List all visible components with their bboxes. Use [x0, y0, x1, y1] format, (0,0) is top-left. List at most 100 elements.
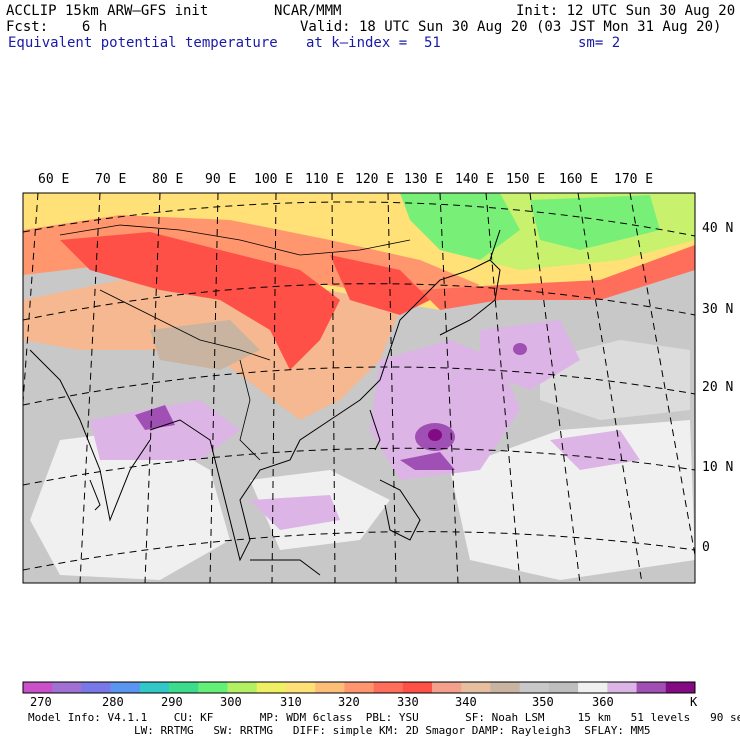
meridian-120e	[387, 193, 397, 583]
scale-label-300: 300	[220, 695, 242, 709]
color-swatch	[256, 682, 287, 693]
meridian-70e	[79, 193, 101, 583]
field-lilac-bay	[90, 400, 240, 460]
field-white-west	[30, 430, 230, 580]
lon-label-100e: 100 E	[254, 172, 294, 187]
color-swatch	[607, 682, 637, 693]
border-mongolia-china	[59, 224, 411, 256]
lat-label-0: 0	[702, 540, 710, 555]
typhoon-core	[428, 429, 442, 441]
lon-label-130e: 130 E	[404, 172, 444, 187]
scale-label-360: 360	[592, 695, 614, 709]
field-red-east	[330, 255, 430, 315]
coast-east-asia	[419, 229, 501, 301]
graticule	[23, 193, 695, 583]
color-swatch	[461, 682, 491, 693]
field-lilac-typhoon	[370, 340, 520, 480]
scale-label-350: 350	[532, 695, 554, 709]
color-swatch	[548, 682, 579, 693]
color-swatch	[198, 682, 228, 693]
field-red-tibet	[60, 232, 340, 370]
lon-label-60e: 60 E	[38, 172, 70, 187]
map-frame	[22, 192, 696, 584]
field-red-jet	[420, 245, 695, 310]
color-swatch	[344, 682, 374, 693]
meridian-140e	[485, 193, 521, 583]
map-panel	[23, 193, 695, 583]
scale-label-330: 330	[397, 695, 419, 709]
lat-label-30n: 30 N	[702, 302, 734, 317]
lon-label-170e: 170 E	[614, 172, 654, 187]
lon-label-110e: 110 E	[305, 172, 345, 187]
meridian-60e	[23, 193, 39, 409]
color-swatch	[110, 682, 141, 693]
coast-taiwan	[369, 409, 381, 451]
meridian-150e	[529, 193, 581, 583]
field-tan-plateau	[150, 320, 260, 370]
color-swatch	[52, 682, 82, 693]
meridian-130e	[439, 193, 459, 583]
color-scale-bar	[22, 681, 696, 694]
color-swatch	[139, 682, 170, 693]
coast-japan	[439, 259, 501, 336]
field-lilac-north	[480, 320, 580, 390]
smoothing-value: sm= 2	[578, 35, 621, 51]
color-swatch	[432, 682, 462, 693]
country-borders	[59, 224, 411, 461]
forecast-hour: Fcst: 6 h	[6, 19, 108, 35]
coast-borneo	[250, 559, 321, 576]
coast-se-asia	[149, 299, 421, 562]
field-lilac-pacific	[550, 430, 640, 470]
scale-label-290: 290	[161, 695, 183, 709]
parallel-20n	[23, 366, 695, 406]
meridian-110e	[331, 193, 336, 583]
center-title: NCAR/MMM	[274, 3, 342, 19]
color-swatch	[402, 682, 433, 693]
color-swatch	[373, 682, 404, 693]
color-swatch	[285, 682, 316, 693]
meridian-90e	[209, 193, 219, 583]
color-swatch	[81, 682, 111, 693]
color-swatch	[315, 682, 345, 693]
coast-srilanka	[89, 479, 101, 511]
lon-label-70e: 70 E	[95, 172, 127, 187]
valid-time: Valid: 18 UTC Sun 30 Aug 20 (03 JST Mon …	[300, 19, 722, 35]
meridian-170e	[629, 193, 695, 558]
parallel-30n	[23, 283, 695, 321]
border-indochina	[239, 359, 261, 461]
meridian-80e	[144, 193, 161, 583]
model-info-line2: LW: RRTMG SW: RRTMG DIFF: simple KM: 2D …	[28, 724, 651, 737]
model-title: ACCLIP 15km ARW–GFS init	[6, 3, 209, 19]
coastlines	[29, 229, 501, 576]
meridian-160e	[577, 193, 643, 583]
color-swatch	[490, 682, 520, 693]
scale-label-340: 340	[455, 695, 477, 709]
color-swatch	[665, 682, 696, 693]
parallel-10n	[23, 447, 695, 486]
lon-label-90e: 90 E	[205, 172, 237, 187]
color-swatch	[519, 682, 550, 693]
level-index: at k–index = 51	[306, 35, 441, 51]
lat-label-40n: 40 N	[702, 221, 734, 236]
parallel-40n	[23, 201, 695, 237]
init-time: Init: 12 UTC Sun 30 Aug 20	[516, 3, 736, 19]
meridian-100e	[271, 193, 277, 583]
color-swatch	[578, 682, 608, 693]
color-swatch	[227, 682, 258, 693]
scale-label-270: 270	[30, 695, 52, 709]
field-purple-north	[513, 343, 527, 355]
lon-label-150e: 150 E	[506, 172, 546, 187]
border-himalaya	[99, 289, 271, 361]
scale-label-280: 280	[102, 695, 124, 709]
coast-india	[29, 349, 151, 522]
model-info-line1: Model Info: V4.1.1 CU: KF MP: WDM 6class…	[28, 711, 740, 724]
field-green-ne	[530, 195, 660, 250]
lon-label-160e: 160 E	[559, 172, 599, 187]
lon-label-140e: 140 E	[455, 172, 495, 187]
color-swatch	[23, 682, 53, 693]
scale-label-320: 320	[338, 695, 360, 709]
typhoon-band	[400, 452, 455, 470]
color-swatch	[636, 682, 667, 693]
field-name: Equivalent potential temperature	[8, 35, 278, 51]
